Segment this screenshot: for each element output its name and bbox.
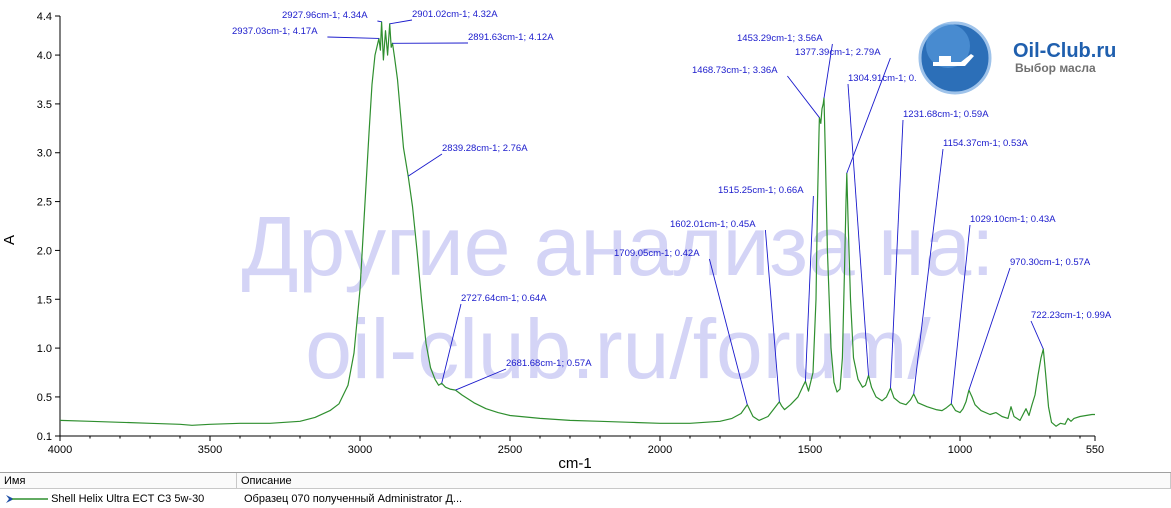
peak-label: 1377.39cm-1; 2.79A bbox=[795, 47, 881, 58]
oil-club-logo: Oil-Club.ru Выбор масла bbox=[920, 23, 1116, 93]
x-tick-label: 4000 bbox=[48, 444, 72, 456]
ir-spectrum-chart: Другие анализа на: oil-club.ru/forum/ Oi… bbox=[0, 0, 1171, 472]
y-tick-label: 1.5 bbox=[37, 294, 52, 306]
peak-label: 1468.73cm-1; 3.36A bbox=[692, 65, 778, 76]
x-tick-label: 550 bbox=[1086, 444, 1104, 456]
y-tick-label: 2.5 bbox=[37, 197, 52, 209]
logo-tagline: Выбор масла bbox=[1015, 61, 1096, 75]
peak-label: 722.23cm-1; 0.99A bbox=[1031, 310, 1112, 321]
y-tick-label: 0.1 bbox=[37, 431, 52, 443]
peak-leader-line bbox=[1031, 321, 1043, 349]
watermark: Другие анализа на: oil-club.ru/forum/ bbox=[241, 199, 994, 396]
peak-label: 1154.37cm-1; 0.53A bbox=[943, 138, 1029, 149]
watermark-line-2: oil-club.ru/forum/ bbox=[305, 302, 931, 396]
x-tick-label: 1000 bbox=[948, 444, 972, 456]
legend-header-description[interactable]: Описание bbox=[237, 473, 1171, 489]
y-tick-label: 3.0 bbox=[37, 148, 52, 160]
peak-label: 2839.28cm-1; 2.76A bbox=[442, 143, 528, 154]
peak-label: 2937.03cm-1; 4.17A bbox=[232, 26, 318, 37]
peak-label: 2891.63cm-1; 4.12A bbox=[468, 32, 554, 43]
legend-series-name: Shell Helix Ultra ECT C3 5w-30 bbox=[51, 493, 204, 505]
x-tick-label: 1500 bbox=[798, 444, 822, 456]
x-tick-label: 2000 bbox=[648, 444, 672, 456]
x-tick-label: 3000 bbox=[348, 444, 372, 456]
peak-label: 1231.68cm-1; 0.59A bbox=[903, 109, 989, 120]
y-tick-label: 4.0 bbox=[37, 50, 52, 62]
legend-row-name[interactable]: Shell Helix Ultra ECT C3 5w-30 bbox=[0, 491, 237, 507]
peak-label: 1304.91cm-1; 0. bbox=[848, 73, 917, 84]
y-tick-label: 3.5 bbox=[37, 99, 52, 111]
peak-label: 970.30cm-1; 0.57A bbox=[1010, 257, 1091, 268]
legend-header-name[interactable]: Имя bbox=[0, 473, 237, 489]
peak-label: 2681.68cm-1; 0.57A bbox=[506, 358, 592, 369]
arrow-marker-icon bbox=[4, 494, 48, 504]
watermark-line-1: Другие анализа на: bbox=[241, 199, 994, 293]
peak-label: 1453.29cm-1; 3.56A bbox=[737, 33, 823, 44]
y-tick-label: 0.5 bbox=[37, 392, 52, 404]
peak-label: 1602.01cm-1; 0.45A bbox=[670, 219, 756, 230]
peak-label: 2727.64cm-1; 0.64A bbox=[461, 293, 547, 304]
x-tick-label: 2500 bbox=[498, 444, 522, 456]
peak-label: 1515.25cm-1; 0.66A bbox=[718, 185, 804, 196]
peak-label: 1029.10cm-1; 0.43A bbox=[970, 214, 1056, 225]
peak-leader-line bbox=[327, 37, 378, 38]
x-axis-label: cm-1 bbox=[558, 455, 591, 472]
y-tick-label: 2.0 bbox=[37, 245, 52, 257]
logo-name: Oil-Club.ru bbox=[1013, 40, 1116, 62]
peak-leader-line bbox=[408, 154, 442, 176]
y-axis-label: A bbox=[1, 235, 18, 245]
peak-leader-line bbox=[377, 21, 381, 22]
legend-row-description[interactable]: Образец 070 полученный Administrator Д..… bbox=[240, 491, 1170, 507]
y-tick-label: 4.4 bbox=[37, 11, 52, 23]
y-tick-label: 1.0 bbox=[37, 343, 52, 355]
x-tick-label: 3500 bbox=[198, 444, 222, 456]
legend-table: Имя Описание Shell Helix Ultra ECT C3 5w… bbox=[0, 472, 1171, 508]
peak-leader-line bbox=[390, 20, 412, 24]
peak-label: 1709.05cm-1; 0.42A bbox=[614, 248, 700, 259]
peak-leader-line bbox=[787, 76, 819, 118]
peak-label: 2927.96cm-1; 4.34A bbox=[282, 10, 368, 21]
peak-label: 2901.02cm-1; 4.32A bbox=[412, 9, 498, 20]
